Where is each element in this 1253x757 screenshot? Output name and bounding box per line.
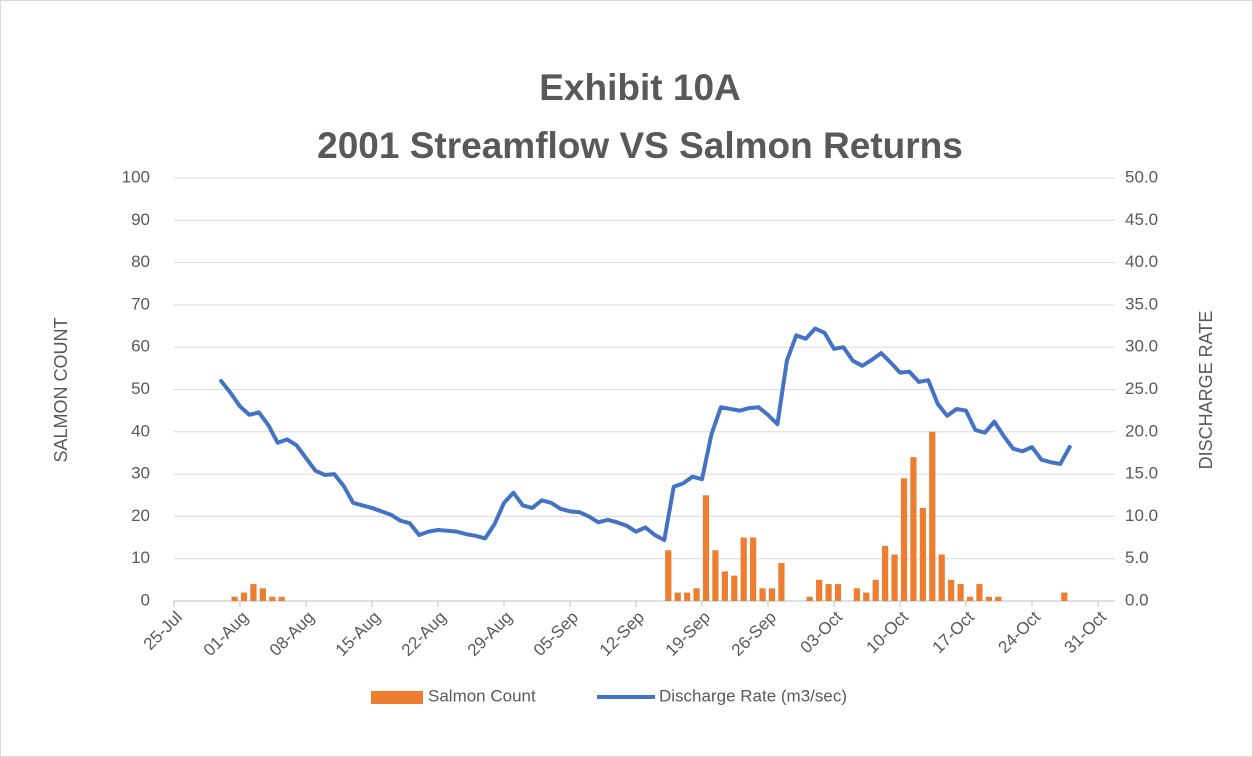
bar [900,478,908,601]
bar [966,596,974,601]
bar [834,584,842,601]
bar [750,537,757,601]
y2-tick-label: 40.0 [1125,252,1158,271]
bar [872,579,879,601]
bar [721,571,728,601]
y2-tick-label: 35.0 [1125,294,1158,313]
bar [976,584,983,601]
y2-tick-label: 25.0 [1125,379,1158,398]
legend-label: Discharge Rate (m3/sec) [659,686,847,705]
y2-tick-label: 15.0 [1125,464,1158,483]
chart-subtitle: 2001 Streamflow VS Salmon Returns [317,125,963,166]
y-tick-label: 90 [131,210,150,229]
y-tick-label: 80 [131,252,150,271]
bar [278,596,285,601]
legend-label: Salmon Count [428,686,536,705]
y2-axis-title: DISCHARGE RATE [1196,311,1216,470]
line [219,326,1072,543]
bar [825,584,832,601]
bar [891,554,898,601]
bar [948,579,955,601]
bar [731,575,738,601]
bar [816,579,823,601]
bar [712,550,719,601]
bar [778,562,785,601]
chart-title: Exhibit 10A [539,67,741,108]
legend-swatch [371,691,423,704]
bar [693,588,700,601]
y-tick-label: 30 [131,464,150,483]
y-tick-label: 10 [131,548,150,567]
bar [806,596,813,601]
bar [995,596,1002,601]
bar [882,546,889,601]
y2-tick-label: 10.0 [1125,506,1158,525]
y2-tick-label: 5.0 [1125,548,1149,567]
y-tick-label: 100 [122,167,150,186]
y2-tick-label: 30.0 [1125,337,1158,356]
bar [740,537,747,601]
bar [259,588,266,601]
bar [985,596,992,601]
y-tick-label: 70 [131,294,150,313]
bar [957,584,964,601]
bar [910,457,917,601]
bar [269,596,276,601]
y-axis-title: SALMON COUNT [51,317,71,462]
y-tick-label: 60 [131,337,150,356]
bar [250,584,257,601]
bar [919,507,926,601]
y-tick-label: 20 [131,506,150,525]
y-tick-label: 0 [141,590,150,609]
y2-tick-label: 0.0 [1125,590,1149,609]
bar [702,495,710,601]
bar [684,592,691,601]
legend-item: Discharge Rate (m3/sec) [597,686,847,705]
bar [240,592,248,601]
bar [853,588,860,601]
bar [665,550,672,601]
legend-item: Salmon Count [371,686,536,705]
bar [768,588,776,601]
y-tick-label: 40 [131,421,150,440]
y-tick-label: 50 [131,379,150,398]
y2-tick-label: 20.0 [1125,421,1158,440]
y2-tick-label: 45.0 [1125,210,1158,229]
y2-tick-label: 50.0 [1125,167,1158,186]
bar [759,588,766,601]
bar [674,592,681,601]
bar [1061,592,1068,601]
bar [231,596,238,601]
bar [863,592,870,601]
bar [929,431,936,601]
bar [938,554,945,601]
